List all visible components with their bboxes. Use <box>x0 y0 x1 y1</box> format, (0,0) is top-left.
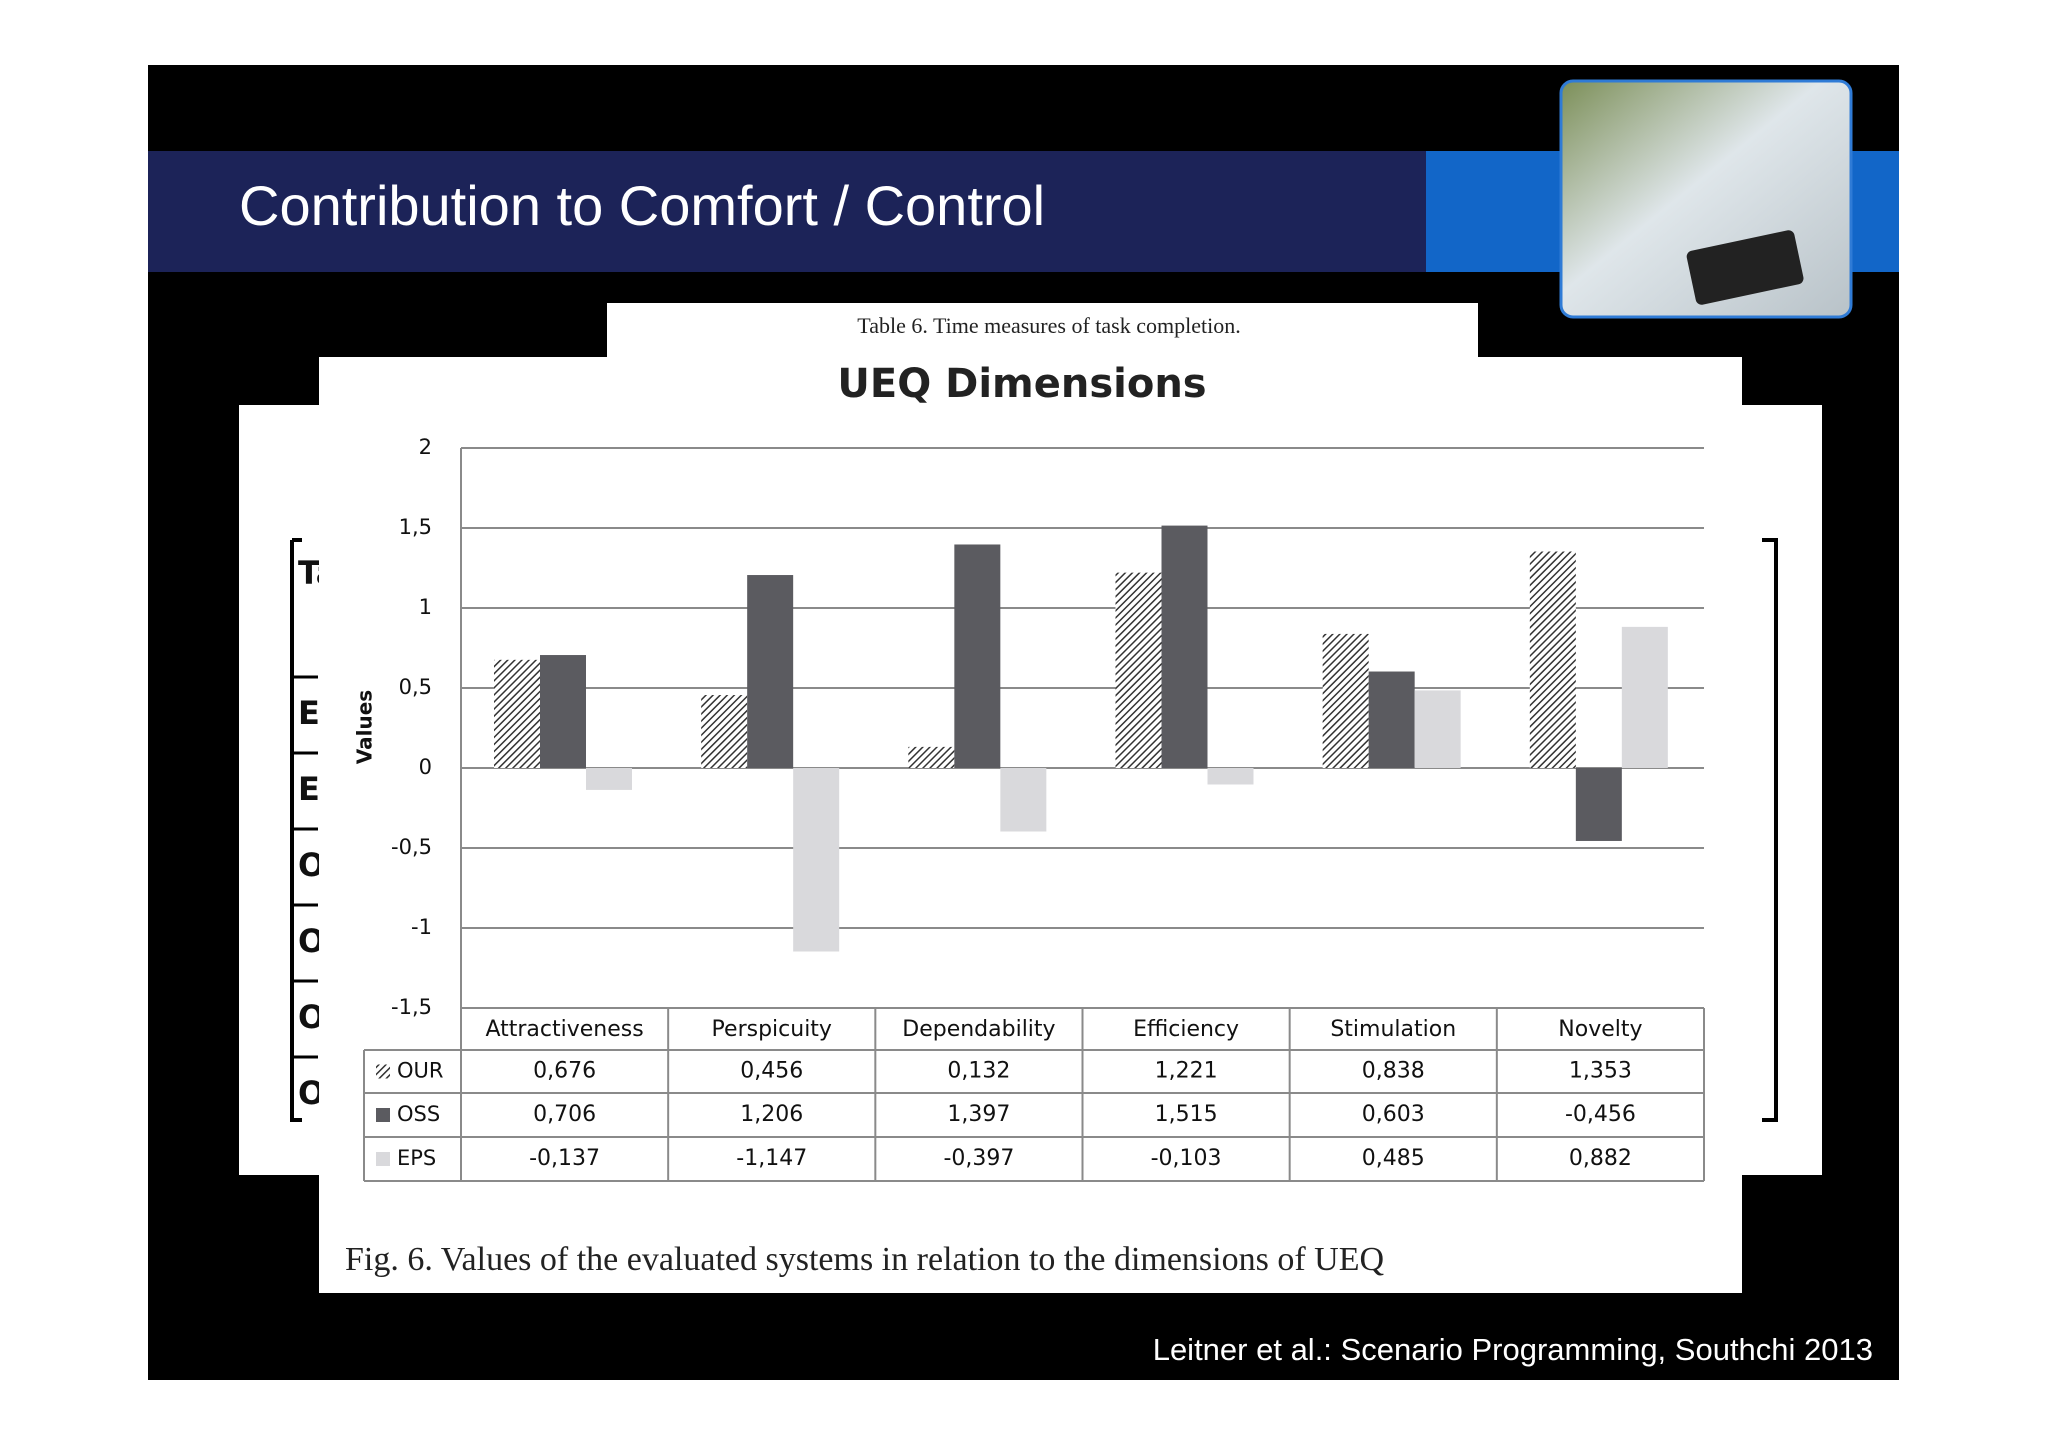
data-label: 0,456 <box>740 1059 803 1084</box>
legend-key <box>376 1152 390 1166</box>
data-label: 0,676 <box>533 1059 596 1084</box>
bar <box>954 544 1001 768</box>
bar <box>1322 633 1369 768</box>
x-tick-label: Novelty <box>1558 1017 1642 1042</box>
data-label: 0,882 <box>1569 1146 1632 1171</box>
bar <box>494 659 540 768</box>
y-tick-label: 0,5 <box>399 675 432 699</box>
bar <box>701 695 748 768</box>
bar <box>1414 690 1461 768</box>
x-tick-label: Efficiency <box>1133 1017 1239 1042</box>
y-tick-label: -1 <box>411 915 432 939</box>
data-label: -0,397 <box>943 1146 1014 1171</box>
bar <box>908 746 955 768</box>
data-label: -0,137 <box>529 1146 600 1171</box>
background-table-frame <box>290 538 1778 1122</box>
bar <box>1000 768 1047 832</box>
slide-title: Contribution to Comfort / Control <box>239 174 1045 237</box>
bar <box>1529 551 1576 768</box>
y-tick-label: 1,5 <box>399 515 432 539</box>
footer: Leitner et al.: Scenario Programming, So… <box>1153 1332 1873 1367</box>
legend-key <box>376 1108 390 1122</box>
bar <box>1207 768 1254 785</box>
bar <box>1115 572 1162 768</box>
table-caption: Table 6. Time measures of task completio… <box>857 313 1240 338</box>
data-label: -0,103 <box>1151 1146 1222 1171</box>
legend-label: OUR <box>397 1059 444 1083</box>
data-label: 1,353 <box>1569 1059 1632 1084</box>
legend-key <box>376 1064 390 1079</box>
data-label: 1,221 <box>1155 1059 1218 1084</box>
y-tick-label: 2 <box>419 435 432 459</box>
y-tick-label: 1 <box>419 595 432 619</box>
bar <box>1575 768 1622 841</box>
data-label: 1,206 <box>740 1102 803 1127</box>
bar <box>1161 525 1208 768</box>
y-axis-label: Values <box>353 690 377 764</box>
bar <box>540 655 586 768</box>
x-tick-label: Perspicuity <box>712 1017 832 1042</box>
bar <box>1368 671 1415 768</box>
background-table-cell: E <box>298 694 320 732</box>
y-tick-label: 0 <box>419 755 432 779</box>
background-table-cell: E <box>298 770 320 808</box>
x-tick-label: Dependability <box>902 1017 1055 1042</box>
bar <box>586 768 632 790</box>
caption-panel <box>607 303 1478 363</box>
bar <box>747 575 794 768</box>
data-label: 0,603 <box>1362 1102 1425 1127</box>
y-tick-label: -0,5 <box>391 835 432 859</box>
chart-title: UEQ Dimensions <box>837 361 1206 407</box>
title-band <box>148 151 1426 272</box>
data-label: 1,515 <box>1155 1102 1218 1127</box>
data-label: 0,706 <box>533 1102 596 1127</box>
legend-label: EPS <box>397 1146 436 1170</box>
x-tick-label: Attractiveness <box>485 1017 643 1042</box>
x-tick-label: Stimulation <box>1330 1017 1456 1042</box>
data-label: 0,132 <box>947 1059 1010 1084</box>
figure-caption: Fig. 6. Values of the evaluated systems … <box>345 1241 1384 1278</box>
legend-label: OSS <box>397 1102 440 1126</box>
data-label: 1,397 <box>947 1102 1010 1127</box>
bar <box>1621 626 1668 768</box>
data-label: 0,485 <box>1362 1146 1425 1171</box>
data-label: -1,147 <box>736 1146 807 1171</box>
y-tick-label: -1,5 <box>391 995 432 1019</box>
photo-tablet <box>1686 230 1804 305</box>
bar <box>793 768 840 952</box>
data-label: 0,838 <box>1362 1059 1425 1084</box>
data-label: -0,456 <box>1565 1102 1636 1127</box>
